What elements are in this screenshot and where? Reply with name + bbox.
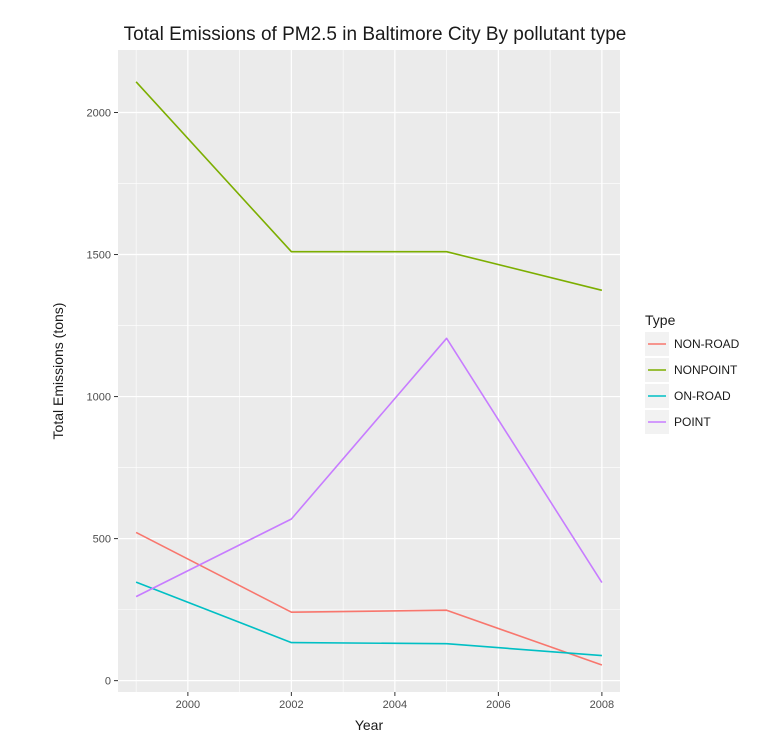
y-axis-label: Total Emissions (tons) [50,303,66,440]
x-tick-label: 2006 [486,699,510,711]
y-axis: 0 500 1000 1500 2000 [87,107,118,688]
legend-title: Type [645,312,676,328]
legend: Type NON-ROAD NONPOINT ON-ROAD POINT [645,312,740,434]
grid-minor [118,50,620,692]
legend-label-non-road: NON-ROAD [674,337,740,351]
series-layer [135,81,603,666]
series-line-point [135,337,603,598]
x-axis-label: Year [355,717,384,733]
series-line-non-road [135,531,603,666]
y-tick-label: 1500 [87,250,111,262]
legend-label-nonpoint: NONPOINT [674,363,738,377]
y-tick-label: 0 [105,676,111,688]
x-axis: 2000 2002 2004 2006 2008 [176,692,614,711]
y-tick-label: 1000 [87,392,111,404]
grid-major [118,50,620,692]
chart-title: Total Emissions of PM2.5 in Baltimore Ci… [124,24,627,45]
y-tick-label: 2000 [87,107,111,119]
legend-label-point: POINT [674,415,711,429]
x-tick-label: 2004 [383,699,407,711]
x-tick-label: 2008 [590,699,614,711]
x-tick-label: 2000 [176,699,200,711]
x-tick-label: 2002 [279,699,303,711]
plot-panel [118,50,620,692]
series-line-nonpoint [135,81,603,292]
series-line-on-road [135,581,602,657]
legend-label-on-road: ON-ROAD [674,389,731,403]
y-tick-label: 500 [93,534,111,546]
